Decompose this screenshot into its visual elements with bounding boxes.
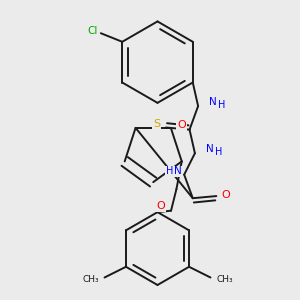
Text: H: H	[218, 100, 225, 110]
Text: N: N	[174, 167, 182, 176]
Text: CH₃: CH₃	[216, 275, 233, 284]
Text: O: O	[177, 120, 186, 130]
Text: N: N	[206, 144, 214, 154]
Text: Cl: Cl	[87, 26, 98, 36]
Text: CH₃: CH₃	[82, 275, 99, 284]
Text: O: O	[156, 201, 165, 212]
Text: N: N	[209, 97, 217, 107]
Text: O: O	[222, 190, 230, 200]
Text: S: S	[153, 119, 160, 129]
Text: H: H	[215, 147, 222, 157]
Text: H: H	[166, 167, 173, 176]
